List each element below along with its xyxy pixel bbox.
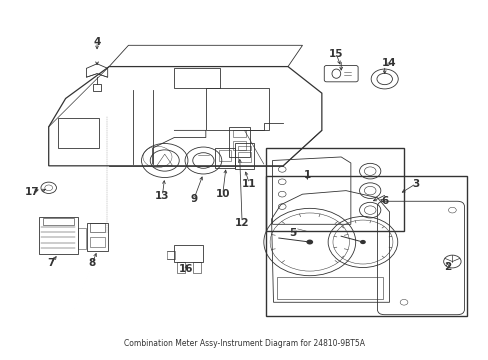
Bar: [238, 152, 250, 162]
Bar: [228, 127, 250, 157]
Bar: [276, 278, 383, 299]
Bar: [234, 143, 254, 169]
Circle shape: [306, 239, 312, 244]
Text: 17: 17: [24, 188, 39, 197]
Text: Combination Meter Assy-Instrument Diagram for 24810-9BT5A: Combination Meter Assy-Instrument Diagra…: [124, 338, 364, 347]
Bar: [238, 145, 250, 150]
Bar: [58, 118, 99, 148]
Text: 2: 2: [443, 262, 450, 272]
Bar: [265, 148, 403, 231]
Bar: [192, 261, 200, 273]
Bar: [90, 237, 105, 247]
Bar: [78, 228, 86, 249]
Text: 10: 10: [215, 189, 229, 199]
Text: 5: 5: [288, 228, 296, 238]
Circle shape: [359, 240, 365, 244]
Bar: [232, 141, 246, 150]
Text: 16: 16: [179, 264, 193, 274]
Bar: [265, 176, 466, 316]
Text: 13: 13: [155, 191, 169, 201]
Bar: [177, 261, 184, 273]
Bar: [43, 217, 74, 225]
Text: 6: 6: [380, 196, 387, 206]
Bar: [167, 251, 175, 259]
Bar: [232, 130, 246, 138]
Bar: [219, 150, 231, 161]
Bar: [87, 222, 107, 251]
Text: 1: 1: [303, 170, 310, 180]
Text: 9: 9: [190, 194, 197, 204]
Text: 12: 12: [234, 217, 249, 228]
Text: 15: 15: [328, 49, 343, 59]
Text: 11: 11: [242, 179, 256, 189]
Bar: [39, 217, 78, 255]
Bar: [205, 88, 268, 130]
Bar: [90, 223, 105, 232]
Bar: [174, 68, 220, 88]
Bar: [93, 84, 101, 91]
Text: 8: 8: [88, 258, 96, 268]
Text: 14: 14: [382, 58, 396, 68]
Bar: [174, 244, 203, 262]
Bar: [215, 148, 234, 168]
Text: 3: 3: [412, 179, 419, 189]
Text: 7: 7: [47, 258, 55, 268]
Text: 4: 4: [93, 37, 101, 47]
